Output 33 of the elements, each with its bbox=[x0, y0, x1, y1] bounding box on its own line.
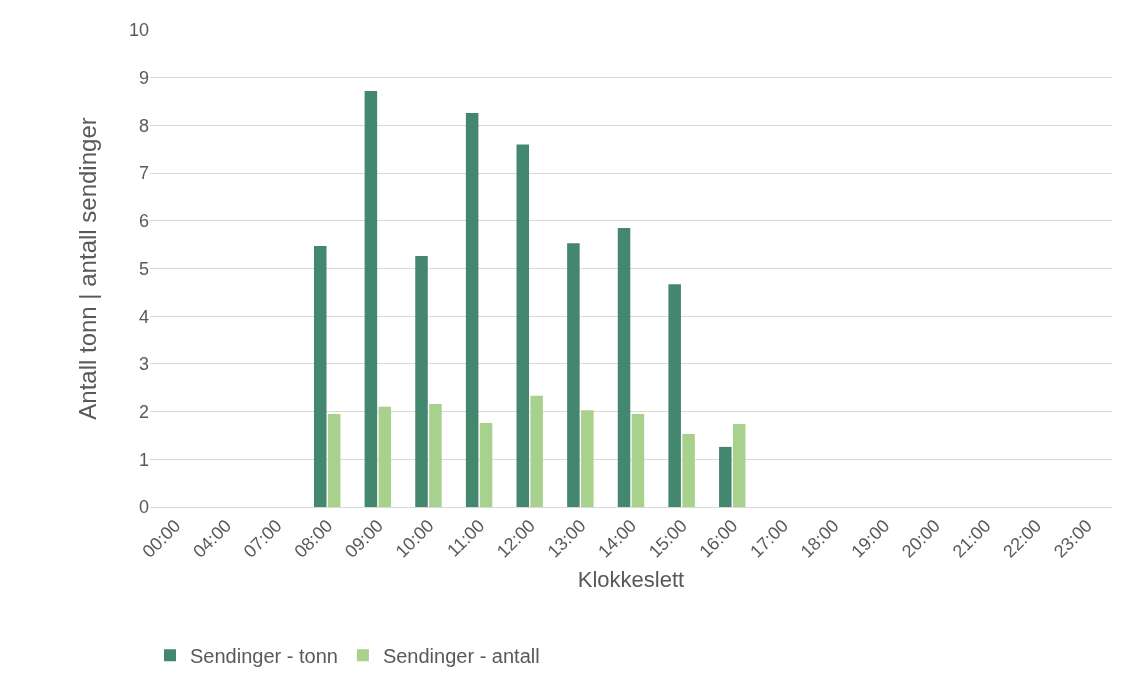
bar bbox=[530, 395, 543, 507]
y-tick-label: 3 bbox=[138, 354, 149, 375]
y-tick-label: 6 bbox=[138, 211, 149, 232]
y-axis-title: Antall tonn | antall sendinger bbox=[74, 117, 102, 420]
bar bbox=[429, 403, 442, 507]
bar bbox=[631, 413, 645, 507]
y-tick-label: 7 bbox=[138, 163, 149, 184]
y-tick-label: 8 bbox=[138, 115, 149, 136]
y-tick-label: 1 bbox=[138, 449, 149, 470]
bar bbox=[327, 413, 341, 507]
bar bbox=[581, 410, 594, 507]
bar bbox=[617, 227, 631, 507]
y-tick-label: 9 bbox=[138, 68, 149, 88]
bar bbox=[415, 256, 428, 507]
bar bbox=[719, 446, 732, 507]
y-tick-label: 2 bbox=[138, 401, 149, 422]
bar bbox=[668, 284, 681, 507]
bar bbox=[465, 113, 479, 507]
bar bbox=[516, 144, 530, 507]
bar bbox=[364, 91, 378, 507]
bar bbox=[567, 243, 580, 507]
bar bbox=[313, 246, 327, 507]
bar bbox=[732, 424, 746, 507]
y-tick-label: 0 bbox=[138, 497, 149, 518]
bar bbox=[479, 423, 493, 507]
y-tick-label: 4 bbox=[138, 306, 149, 327]
bar bbox=[682, 434, 695, 507]
legend-label: Sendinger - antall bbox=[382, 645, 540, 668]
y-tick-label: 10 bbox=[128, 20, 149, 41]
bar bbox=[378, 406, 392, 507]
legend-label: Sendinger - tonn bbox=[190, 645, 338, 668]
y-tick-label: 5 bbox=[138, 258, 149, 279]
x-axis-title: Klokkeslett bbox=[577, 566, 685, 592]
